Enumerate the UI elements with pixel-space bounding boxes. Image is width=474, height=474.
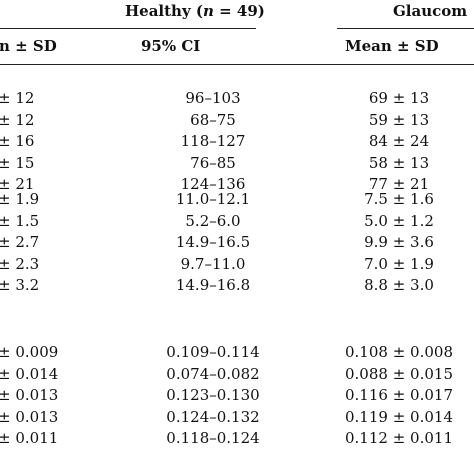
- table-cell-col2: 124–136: [180, 175, 246, 193]
- table-cell-col1: ± 12: [0, 110, 35, 129]
- group-rule-glaucoma: [337, 28, 474, 29]
- table-cell-col1: ± 21: [0, 175, 35, 193]
- table-cell-col2: 0.123–0.130: [166, 386, 260, 404]
- table-cell-col1: ± 1.5: [0, 211, 40, 230]
- table-cell-col2: 0.109–0.114: [166, 343, 260, 361]
- table-cell-col3: 5.0 ± 1.2: [364, 211, 434, 230]
- table-cell-col2: 14.9–16.5: [175, 233, 251, 251]
- table-cell-col1: ± 0.013: [0, 407, 59, 426]
- table-cell-col1: ± 0.013: [0, 386, 59, 404]
- table-cell-col2: 68–75: [190, 110, 236, 129]
- group-header-healthy: Healthy (n = 49): [125, 2, 265, 20]
- table-cell-col2: 9.7–11.0: [180, 254, 246, 273]
- group-header-glaucoma: Glaucom: [393, 2, 468, 20]
- group-rule-healthy: [0, 28, 256, 29]
- table-cell-col3: 59 ± 13: [368, 110, 430, 129]
- table-cell-col2: 14.9–16.8: [175, 276, 251, 294]
- table-cell-col1: ± 15: [0, 153, 35, 172]
- table-cell-col2: 118–127: [180, 132, 246, 150]
- group-header-healthy-prefix: Healthy (: [125, 2, 204, 20]
- col-header-1: n ± SD: [0, 37, 57, 55]
- table-cell-col1: ± 2.3: [0, 254, 40, 273]
- table-cell-col3: 0.108 ± 0.008: [345, 343, 453, 361]
- table-cell-col1: ± 16: [0, 132, 35, 150]
- table-cell-col1: ± 12: [0, 89, 35, 107]
- table-cell-col3: 7.0 ± 1.9: [364, 254, 434, 273]
- table-cell-col1: ± 3.2: [0, 276, 40, 294]
- table-cell-col3: 0.116 ± 0.017: [345, 386, 453, 404]
- table-cell-col3: 77 ± 21: [368, 175, 430, 193]
- table-cell-col3: 69 ± 13: [368, 89, 430, 107]
- table-cell-col1: ± 0.011: [0, 429, 59, 447]
- table-cell-col1: ± 2.7: [0, 233, 40, 251]
- group-header-healthy-suffix: = 49): [213, 2, 265, 20]
- table-cell-col3: 0.088 ± 0.015: [345, 364, 453, 383]
- table-cell-col3: 84 ± 24: [368, 132, 430, 150]
- table-cell-col2: 11.0–12.1: [175, 190, 251, 208]
- table-cell-col1: ± 0.009: [0, 343, 59, 361]
- table-cell-col3: 0.119 ± 0.014: [345, 407, 453, 426]
- table-cell-col2: 0.074–0.082: [166, 364, 260, 383]
- col-header-3: Mean ± SD: [345, 37, 439, 55]
- header-rule: [0, 64, 474, 65]
- table-cell-col2: 5.2–6.0: [185, 211, 241, 230]
- table-cell-col3: 0.112 ± 0.011: [345, 429, 453, 447]
- table-cell-col1: ± 1.9: [0, 190, 40, 208]
- table-cell-col3: 7.5 ± 1.6: [364, 190, 434, 208]
- table-cell-col3: 58 ± 13: [368, 153, 430, 172]
- table-cell-col2: 96–103: [185, 89, 241, 107]
- table-cell-col2: 76–85: [190, 153, 236, 172]
- table-cell-col3: 8.8 ± 3.0: [364, 276, 434, 294]
- table-cell-col2: 0.124–0.132: [166, 407, 260, 426]
- table-cell-col3: 9.9 ± 3.6: [364, 233, 434, 251]
- table-cell-col1: ± 0.014: [0, 364, 59, 383]
- table-cell-col2: 0.118–0.124: [166, 429, 260, 447]
- group-header-healthy-n: n: [203, 2, 214, 20]
- col-header-2: 95% CI: [141, 37, 201, 55]
